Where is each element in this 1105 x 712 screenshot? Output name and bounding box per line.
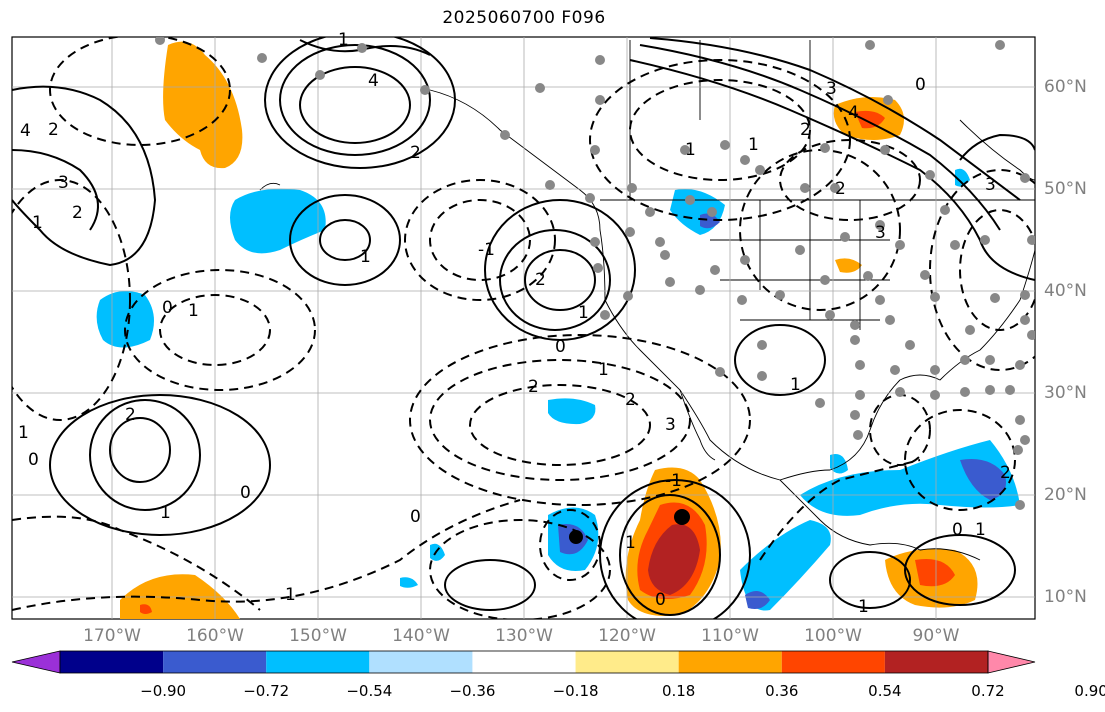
colorbar-tick-label: 0.54	[868, 682, 902, 700]
contour-label: 3	[58, 173, 69, 193]
contour-label: 0	[410, 507, 421, 527]
contour-label: 4	[20, 121, 31, 141]
contour-label: 1	[360, 247, 371, 267]
contour-label: 0	[555, 337, 566, 357]
contour-label: 1	[160, 503, 171, 523]
lat-tick-label: 50°N	[1044, 179, 1087, 199]
colorbar-tick-label: 0.90	[1074, 682, 1105, 700]
contour-label: 2	[1000, 463, 1011, 483]
contour-label: 1	[18, 423, 29, 443]
contour-label: 1	[748, 135, 759, 155]
contour-label: 1	[598, 360, 609, 380]
dashed-contours	[12, 37, 1035, 619]
lat-tick-label: 40°N	[1044, 281, 1087, 301]
colorbar-tick-label: 0.36	[765, 682, 799, 700]
contour-label: 0	[915, 75, 926, 95]
contour-label: 0	[28, 450, 39, 470]
lon-tick-label: 160°W	[186, 626, 244, 646]
lat-tick-label: 60°N	[1044, 77, 1087, 97]
lon-tick-label: 170°W	[83, 626, 141, 646]
contour-label: 1	[188, 301, 199, 321]
colorbar-tick-label: −0.36	[449, 682, 496, 700]
contour-label: 1	[790, 375, 801, 395]
contour-label-group: 4 2 3 1 2 1 2 1 3 1 1 2 1 1 2 3 4 1 1 0 …	[18, 30, 1011, 617]
contour-label: 3	[985, 175, 996, 195]
contour-label: 1	[975, 520, 986, 540]
low-center-marker	[569, 530, 583, 544]
contour-label: 0	[952, 520, 963, 540]
contour-label: 2	[800, 120, 811, 140]
colorbar-tick-label: 0.18	[661, 682, 696, 700]
map-title: 2025060700 F096	[442, 8, 606, 28]
contour-label: 3	[826, 79, 837, 99]
lat-tick-label: 20°N	[1044, 485, 1087, 505]
contour-label: 4	[848, 103, 859, 123]
contour-label: 2	[72, 203, 83, 223]
lon-tick-label: 100°W	[804, 626, 862, 646]
contour-label: 0	[655, 590, 666, 610]
contour-label: 1	[685, 140, 696, 160]
lat-tick-label: 30°N	[1044, 383, 1087, 403]
lon-tick-label: 110°W	[701, 626, 759, 646]
contour-label: 2	[535, 270, 546, 290]
colorbar-tick-label: −0.72	[243, 682, 290, 700]
contour-label: 4	[368, 71, 379, 91]
station-markers	[155, 37, 1035, 510]
lon-tick-label: 150°W	[289, 626, 347, 646]
contour-label: 1	[338, 30, 349, 50]
lon-tick-label: 90°W	[912, 626, 960, 646]
solid-contours	[12, 37, 1035, 619]
contour-label: 2	[835, 179, 846, 199]
contour-label: 3	[665, 415, 676, 435]
lon-tick-label: 140°W	[392, 626, 450, 646]
contour-label: 2	[625, 390, 636, 410]
contour-label: 2	[48, 120, 59, 140]
colorbar-tick-label: −0.90	[140, 682, 187, 700]
contour-label: 0	[162, 298, 173, 318]
colorbar-tick-label: −0.18	[552, 682, 599, 700]
contour-label: 0	[240, 483, 251, 503]
contour-label: 2	[528, 377, 539, 397]
contour-label: 1	[32, 213, 43, 233]
colorbar-tick-label: 0.72	[971, 682, 1005, 700]
lon-tick-label: 130°W	[495, 626, 553, 646]
lon-tick-label: 120°W	[598, 626, 656, 646]
storm-center-marker	[674, 509, 690, 525]
contour-label: 3	[875, 223, 886, 243]
contour-label: -1	[665, 471, 682, 491]
contour-label: 2	[125, 405, 136, 425]
contour-label: -1	[478, 240, 495, 260]
lat-tick-label: 10°N	[1044, 587, 1087, 607]
contour-label: 1	[858, 597, 869, 617]
contour-label: 2	[410, 143, 421, 163]
contour-label: 1	[578, 303, 589, 323]
contour-label: 1	[625, 533, 636, 553]
colorbar-tick-label: −0.54	[346, 682, 393, 700]
contour-label: 1	[285, 585, 296, 605]
